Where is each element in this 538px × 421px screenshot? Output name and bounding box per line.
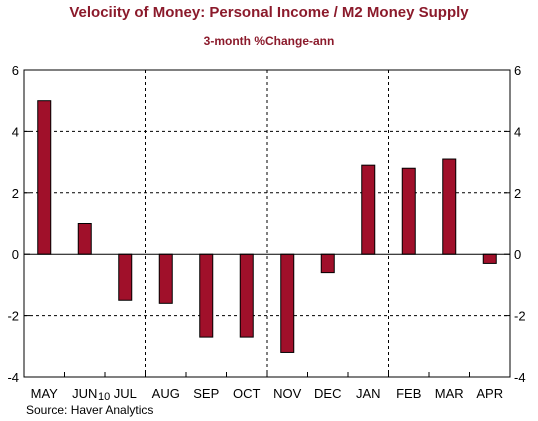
chart-subtitle: 3-month %Change-ann (203, 34, 335, 48)
y-tick-label-right: 4 (514, 124, 521, 139)
x-tick-label-aug: AUG (152, 386, 180, 401)
bar-layer (37, 100, 497, 353)
x-tick-label-oct: OCT (233, 386, 261, 401)
y-tick-label-right: -2 (514, 309, 526, 324)
x-tick-label-nov: NOV (273, 386, 302, 401)
y-tick-label-left: 4 (12, 124, 19, 139)
x-tick-label-jan: JAN (356, 386, 381, 401)
year-marker: 10 (98, 391, 111, 403)
bar-jan (361, 164, 376, 255)
grid-layer (24, 70, 510, 377)
bar-feb (401, 167, 416, 255)
y-tick-label-left: 6 (12, 63, 19, 78)
bar-oct (239, 253, 254, 338)
chart-title: Velociity of Money: Personal Income / M2… (69, 4, 469, 21)
x-tick-label-may: MAY (31, 386, 59, 401)
axis-layer: -4 -4 -2 -2 0 0 2 2 4 4 6 6 MAY JUN JUL AUG SEP OCT NOV DEC… (7, 63, 525, 401)
bar-jun (77, 223, 92, 255)
bar-mar (442, 158, 457, 255)
bar-may (37, 100, 52, 255)
y-tick-label-right: 2 (514, 186, 521, 201)
y-tick-label-left: 2 (12, 186, 19, 201)
source-note: Source: Haver Analytics (26, 403, 154, 417)
y-tick-label-left: -4 (7, 370, 19, 385)
x-tick-label-apr: APR (476, 386, 503, 401)
y-tick-label-right: -4 (514, 370, 526, 385)
bar-jul (118, 253, 133, 301)
x-tick-label-mar: MAR (435, 386, 464, 401)
x-tick-label-sep: SEP (193, 386, 219, 401)
x-tick-label-dec: DEC (314, 386, 341, 401)
bar-sep (199, 253, 214, 338)
bar-aug (158, 253, 173, 304)
y-tick-label-left: 0 (12, 247, 19, 262)
x-tick-label-jun: JUN (72, 386, 97, 401)
bar-apr (482, 253, 497, 264)
y-tick-label-right: 6 (514, 63, 521, 78)
y-tick-label-right: 0 (514, 247, 521, 262)
x-tick-label-jul: JUL (114, 386, 137, 401)
y-tick-label-left: -2 (7, 309, 19, 324)
bar-dec (320, 253, 335, 274)
bar-nov (280, 253, 295, 353)
x-tick-label-feb: FEB (396, 386, 421, 401)
